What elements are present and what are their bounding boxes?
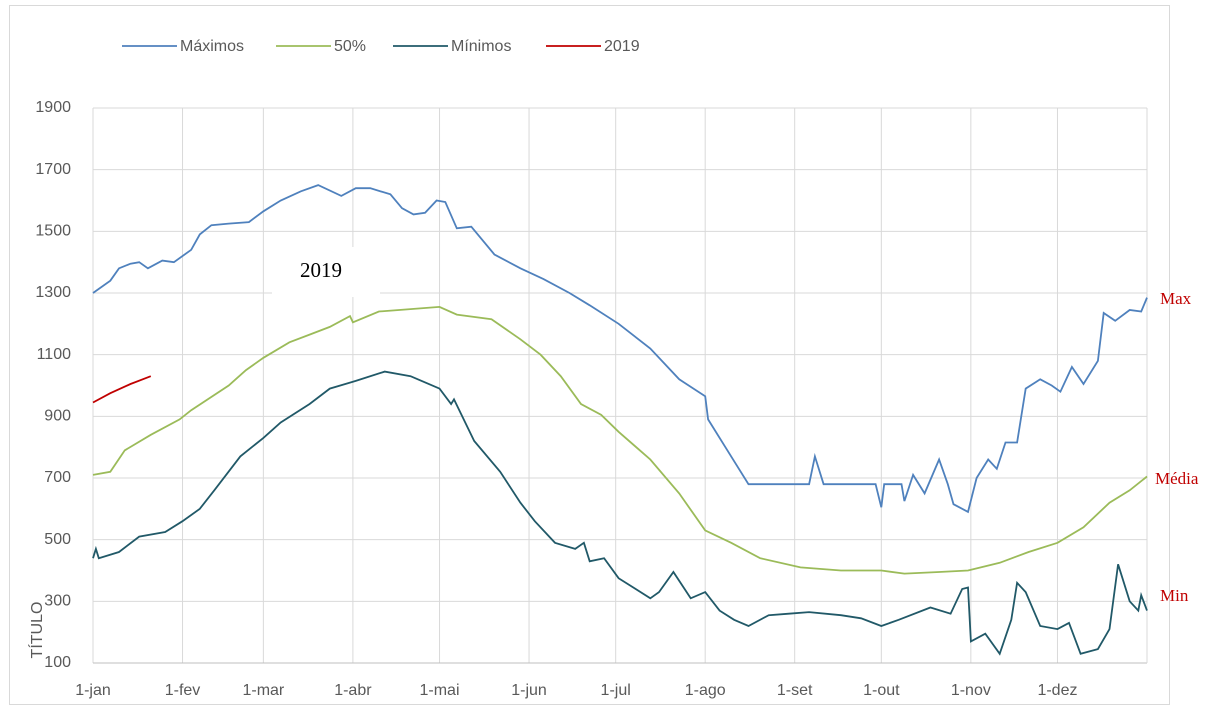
x-tick-label: 1-jul: [601, 682, 631, 699]
y-tick-label: 1900: [35, 99, 71, 116]
y-tick-label: 1700: [35, 161, 71, 178]
x-tick-label: 1-jun: [511, 682, 547, 699]
series-line: [92, 370, 1148, 656]
x-tick-label: 1-mai: [420, 682, 460, 699]
y-tick-label: 1500: [35, 223, 71, 240]
y-tick-label: 900: [44, 408, 71, 425]
annotation: Média: [1155, 469, 1199, 488]
y-tick-label: 100: [44, 654, 71, 671]
x-tick-label: 1-nov: [951, 682, 991, 699]
annotation-box: [272, 247, 380, 297]
annotation: 2019: [300, 258, 342, 282]
y-tick-label: 700: [44, 469, 71, 486]
x-tick-label: 1-dez: [1037, 682, 1077, 699]
annotation: Max: [1160, 289, 1192, 308]
y-tick-label: 1300: [35, 284, 71, 301]
x-tick-label: 1-abr: [334, 682, 372, 699]
x-tick-label: 1-mar: [242, 682, 284, 699]
chart-frame: [9, 5, 1170, 705]
legend-label: Máximos: [180, 38, 244, 55]
y-axis-title: TÍTULO: [27, 602, 46, 659]
y-tick-label: 500: [44, 531, 71, 548]
x-tick-label: 1-out: [863, 682, 900, 699]
y-tick-label: 1100: [37, 346, 72, 363]
legend-label: 2019: [604, 38, 640, 55]
x-tick-label: 1-set: [777, 682, 813, 699]
series-line: [92, 375, 152, 404]
series-line: [92, 184, 1148, 514]
x-tick-label: 1-jan: [75, 682, 111, 699]
series-line: [92, 305, 1148, 575]
legend-label: 50%: [334, 38, 366, 55]
legend-label: Mínimos: [451, 38, 511, 55]
annotation: Min: [1160, 586, 1189, 605]
x-tick-label: 1-fev: [165, 682, 201, 699]
x-tick-label: 1-ago: [685, 682, 726, 699]
y-tick-label: 300: [44, 593, 71, 610]
